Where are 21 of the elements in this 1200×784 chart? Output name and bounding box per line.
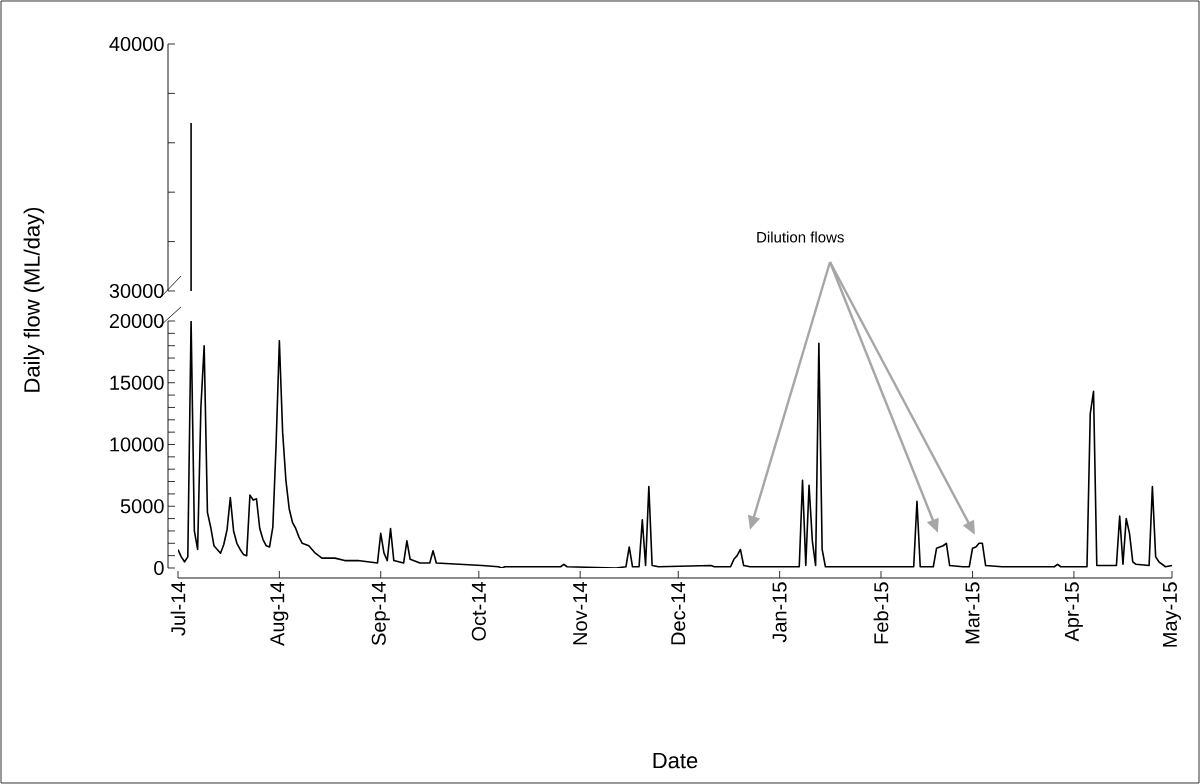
x-tick-label: Oct-14 — [471, 582, 486, 641]
annotation: Dilution flows — [757, 231, 844, 243]
x-tick-label: Dec-14 — [671, 582, 686, 645]
x-tick-label: May-15 — [1163, 582, 1181, 647]
x-tick-label: Feb-15 — [873, 582, 889, 644]
x-tick-label: Jan-15 — [772, 582, 787, 643]
y-tick-label: 10000 — [110, 437, 164, 452]
y-tick-label: 30000 — [109, 283, 164, 299]
y-tick-label: 0 — [154, 560, 164, 576]
x-tick-label: Sep-14 — [371, 582, 390, 646]
x-tick-label: Nov-14 — [573, 582, 588, 645]
y-tick-label: 20000 — [109, 313, 164, 329]
x-tick-label: Mar-15 — [965, 582, 980, 644]
y-axis-title: Daily flow (ML/day) — [23, 207, 45, 392]
x-tick-label: Jul-14 — [170, 582, 186, 636]
y-tick-label: 40000 — [109, 36, 164, 52]
x-axis-title: Date — [653, 752, 698, 769]
y-tick-label: 15000 — [110, 375, 164, 390]
y-tick-label: 5000 — [120, 499, 164, 514]
x-tick-label: Apr-15 — [1064, 582, 1083, 642]
x-tick-label: Aug-14 — [270, 582, 289, 646]
